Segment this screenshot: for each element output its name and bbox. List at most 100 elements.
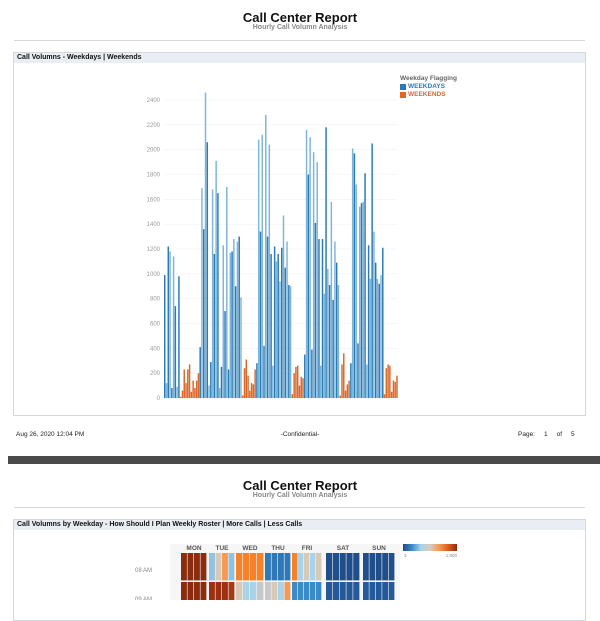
column-label: THU: [271, 545, 285, 552]
bar-weekend: [300, 376, 302, 398]
y-tick-label: 400: [150, 346, 161, 352]
legend-swatch: [400, 84, 406, 90]
bar-weekend: [396, 375, 398, 398]
bar-weekday: [378, 283, 380, 398]
bar-weekday: [215, 160, 217, 398]
heatmap-cell: [326, 582, 333, 600]
report-title: Call Center Report: [242, 10, 358, 25]
bar-weekday: [171, 388, 173, 398]
page-separator: [8, 456, 600, 464]
bar-weekday: [304, 354, 306, 398]
heatmap-cell: [236, 582, 243, 600]
heatmap-cell: [292, 582, 298, 600]
bar-weekday: [266, 236, 269, 398]
bar-weekday: [364, 173, 366, 398]
y-tick-label: 2200: [147, 123, 161, 129]
heatmap-cell: [181, 553, 187, 581]
legend-item-weekends[interactable]: WEEKENDS: [400, 91, 457, 99]
bar-weekday: [268, 144, 271, 398]
bar-weekday: [203, 229, 205, 398]
heatmap-cell: [257, 553, 264, 581]
bar-weekday: [277, 253, 279, 398]
y-tick-label: 0: [157, 396, 161, 402]
bar-weekday: [226, 186, 228, 398]
bar-weekday: [265, 114, 267, 399]
legend-item-weekdays[interactable]: WEEKDAYS: [400, 83, 457, 91]
heatmap-cell: [388, 582, 395, 600]
heatmap-cell: [284, 553, 291, 581]
chart-legend: Weekday Flagging WEEKDAYS WEEKENDS: [400, 75, 457, 99]
y-tick-label: 600: [150, 322, 161, 328]
bar-weekday: [335, 262, 338, 398]
bar-weekday: [355, 184, 357, 398]
bar-weekday: [366, 364, 368, 398]
legend-label: WEEKDAYS: [408, 83, 445, 90]
bar-weekend: [179, 396, 182, 398]
heatmap-cell: [194, 582, 200, 600]
y-tick-label: 1800: [147, 173, 161, 179]
heatmap-cell: [363, 582, 369, 600]
heatmap-cell: [388, 553, 395, 581]
color-scale-max: 1,800: [446, 553, 458, 558]
bar-weekday: [222, 245, 224, 398]
bar-weekday: [273, 246, 276, 398]
bar-weekend: [295, 366, 297, 398]
bar-weekday: [371, 143, 373, 398]
y-tick-label: 1600: [147, 197, 161, 203]
heatmap-cell: [284, 582, 291, 600]
report-subtitle: Hourly Call Volumn Analysis: [252, 24, 348, 31]
bar-weekend: [243, 368, 246, 398]
bar-weekday: [288, 285, 290, 398]
bar-weekend: [242, 395, 244, 398]
bar-weekend: [296, 365, 299, 398]
bar-weekday: [227, 369, 230, 398]
heatmap-cell: [250, 582, 257, 600]
bar-weekday: [208, 385, 210, 398]
y-tick-label: 1200: [147, 247, 161, 253]
heatmap-cell: [228, 553, 235, 581]
legend-title: Weekday Flagging: [400, 75, 457, 82]
footer-page-number: Page: 1 of 5: [518, 431, 575, 438]
heatmap-cell: [339, 582, 346, 600]
bar-weekday: [367, 245, 370, 398]
heatmap-cell: [250, 553, 257, 581]
legend-label: WEEKENDS: [408, 91, 446, 98]
y-tick-label: 2000: [147, 148, 161, 154]
heatmap-cell: [181, 582, 187, 600]
bar-weekend: [188, 364, 191, 398]
heatmap-cell: [304, 582, 310, 600]
report-subtitle: Hourly Call Volumn Analysis: [252, 492, 348, 499]
bar-weekend: [192, 380, 194, 398]
bar-weekday: [357, 343, 359, 398]
heatmap-cell: [316, 553, 322, 581]
bar-weekday: [236, 241, 239, 398]
y-tick-label: 2400: [147, 98, 161, 104]
column-label: FRI: [302, 545, 313, 552]
bar-weekday: [321, 239, 324, 398]
bar-weekday: [263, 345, 265, 398]
bar-weekday: [373, 231, 375, 398]
bar-weekday: [359, 206, 361, 398]
heatmap-cell: [382, 553, 388, 581]
heatmap-cell: [353, 553, 360, 581]
bar-weekday: [318, 239, 320, 398]
bar-weekend: [392, 380, 395, 398]
bar-weekday: [206, 142, 209, 398]
bar-weekday: [330, 201, 333, 398]
bar-weekend: [183, 369, 185, 398]
bar-weekend: [181, 390, 184, 398]
bar-weekday: [314, 222, 317, 398]
heatmap-cell: [332, 582, 339, 600]
bar-weekday: [327, 268, 329, 398]
bar-weekend: [387, 364, 389, 398]
bar-weekday: [353, 153, 356, 398]
bar-weekday: [201, 188, 203, 398]
bar-weekday: [275, 261, 278, 398]
call-volume-bar-chart: 0 200 400 600 800 1000 1200 1400 1600 1800 2000 220…: [147, 92, 398, 402]
heatmap-cell: [375, 553, 382, 581]
bar-weekday: [284, 267, 287, 398]
heatmap-cell: [292, 553, 298, 581]
bar-weekend: [344, 390, 347, 398]
bar-weekday: [311, 349, 313, 398]
bar-weekday: [369, 278, 372, 398]
